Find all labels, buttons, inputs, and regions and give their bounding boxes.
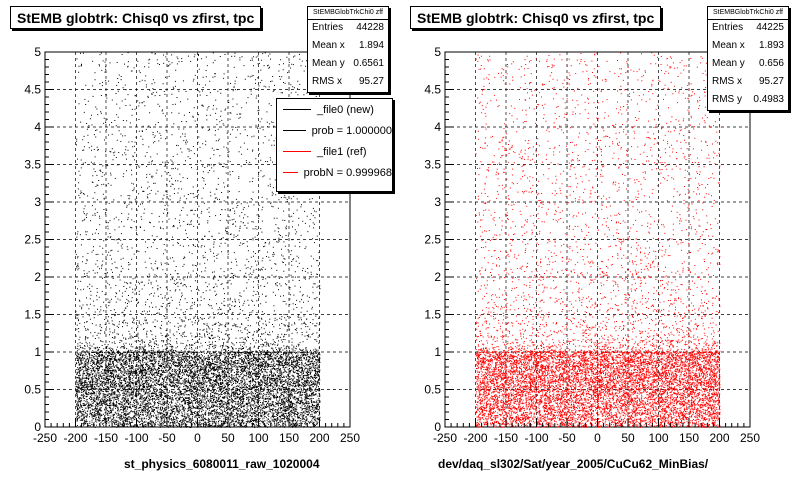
scatter-points — [75, 52, 321, 428]
y-tick-label: 1 — [34, 345, 41, 359]
x-tick-label: 150 — [679, 431, 699, 445]
x-tick-label: 50 — [221, 431, 235, 445]
y-tick-label: 4 — [34, 120, 41, 134]
legend-entry: prob = 1.000000 — [277, 120, 392, 141]
y-tick-label: 3.5 — [24, 158, 41, 172]
left-legend: _file0 (new) prob = 1.000000 _file1 (ref… — [276, 98, 393, 192]
x-tick-label: -250 — [33, 431, 57, 445]
scatter-points — [475, 52, 721, 429]
x-tick-label: 250 — [740, 431, 760, 445]
x-tick-label: -200 — [63, 431, 87, 445]
y-tick-label: 2 — [434, 270, 441, 284]
y-tick-label: 2 — [34, 270, 41, 284]
scatter-point-cloud — [475, 52, 721, 429]
left-stats-row: Mean y 0.6561 — [312, 58, 384, 69]
y-tick-label: 2.5 — [24, 233, 41, 247]
x-tick-label: -150 — [494, 431, 518, 445]
x-tick-label: 0 — [594, 431, 601, 445]
y-tick-label: 4.5 — [24, 83, 41, 97]
x-tick-label: -50 — [558, 431, 576, 445]
y-tick-label: 0.5 — [424, 383, 441, 397]
scatter-point-cloud — [75, 52, 321, 428]
y-tick-label: 1.5 — [24, 308, 41, 322]
legend-entry: _file0 (new) — [277, 99, 392, 120]
y-tick-label: 1 — [434, 345, 441, 359]
right-stats-box: StEMBGlobTrkChi0 zff Entries 44225 Mean x… — [707, 6, 789, 111]
y-tick-label: 5 — [434, 45, 441, 59]
x-tick-label: -50 — [158, 431, 176, 445]
left-stats-box: StEMBGlobTrkChi0 zff Entries 44228 Mean x… — [307, 6, 389, 93]
legend-line-swatch — [283, 151, 311, 152]
x-tick-label: 50 — [621, 431, 635, 445]
right-scatter-plot: -250 -200 -150 -100 -50 0 50 100 150 200 250 0 0.5 1 1… — [424, 45, 760, 445]
left-stats-row: Entries 44228 — [312, 22, 384, 33]
y-tick-label: 3 — [34, 195, 41, 209]
left-stats-row: RMS x 95.27 — [312, 76, 384, 87]
legend-entry: probN = 0.999968 — [277, 162, 392, 183]
x-tick-label: 100 — [248, 431, 268, 445]
left-plot-title: StEMB globtrk: Chisq0 vs zfirst, tpc — [10, 6, 262, 29]
legend-line-swatch — [283, 130, 306, 131]
x-tick-label: 150 — [279, 431, 299, 445]
y-tick-label: 4.5 — [424, 83, 441, 97]
right-stats-name: StEMBGlobTrkChi0 zff — [708, 7, 788, 20]
right-stats-row: Mean x 1.893 — [712, 40, 784, 51]
y-tick-label: 5 — [34, 45, 41, 59]
x-tick-label: -100 — [524, 431, 548, 445]
x-tick-label: 100 — [648, 431, 668, 445]
y-tick-label: 2.5 — [424, 233, 441, 247]
legend-line-swatch — [283, 109, 311, 110]
x-tick-label: 200 — [309, 431, 329, 445]
y-tick-label: 3 — [434, 195, 441, 209]
x-tick-label: -200 — [463, 431, 487, 445]
legend-line-swatch — [283, 172, 298, 173]
y-tick-label: 1.5 — [424, 308, 441, 322]
right-stats-row: RMS x 95.27 — [712, 76, 784, 87]
y-tick-label: 0.5 — [24, 383, 41, 397]
right-plot-title: StEMB globtrk: Chisq0 vs zfirst, tpc — [410, 6, 662, 29]
legend-entry: _file1 (ref) — [277, 141, 392, 162]
y-tick-label: 3.5 — [424, 158, 441, 172]
y-tick-label: 0 — [34, 420, 41, 434]
y-tick-label: 0 — [434, 420, 441, 434]
right-plot-pad: -250 -200 -150 -100 -50 0 50 100 150 200 250 0 0.5 1 1… — [400, 0, 800, 480]
right-stats-row: Entries 44225 — [712, 22, 784, 33]
right-stats-row: RMS y 0.4983 — [712, 94, 784, 105]
left-plot-pad: -250 -200 -150 -100 -50 0 50 100 150 200 250 0 0.5 1 1… — [10, 6, 393, 471]
x-tick-label: 0 — [194, 431, 201, 445]
right-stats-row: Mean y 0.656 — [712, 58, 784, 69]
right-x-axis-label: dev/daq_sl302/Sat/year_2005/CuCu62_MinBi… — [438, 457, 709, 471]
left-x-axis-label: st_physics_6080011_raw_1020004 — [124, 457, 320, 471]
x-tick-label: -100 — [124, 431, 148, 445]
x-tick-label: -250 — [433, 431, 457, 445]
x-tick-label: 200 — [709, 431, 729, 445]
y-tick-label: 4 — [434, 120, 441, 134]
left-stats-name: StEMBGlobTrkChi0 zff — [308, 7, 388, 20]
x-tick-label: 250 — [340, 431, 360, 445]
x-tick-label: -150 — [94, 431, 118, 445]
left-stats-row: Mean x 1.894 — [312, 40, 384, 51]
